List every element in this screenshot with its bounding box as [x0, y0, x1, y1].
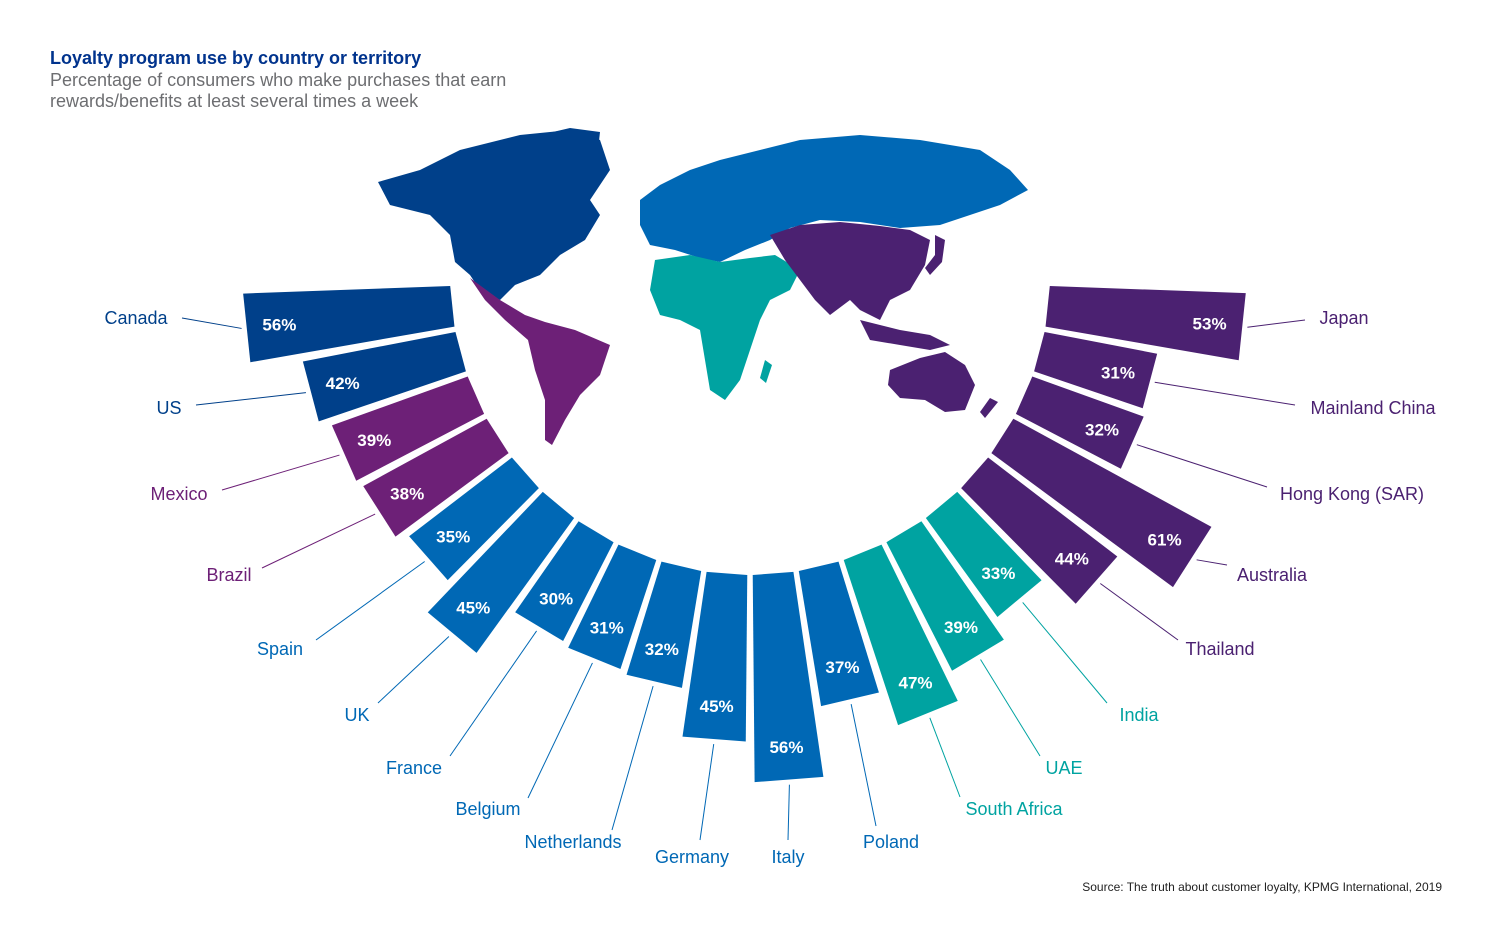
leader-line — [929, 717, 961, 798]
leader-line — [527, 662, 593, 799]
bar-hong-kong-sar — [1015, 376, 1144, 469]
leader-line — [261, 513, 376, 569]
bar-australia — [991, 418, 1212, 588]
bar-spain — [409, 457, 539, 581]
value-label: 56% — [262, 315, 296, 334]
value-label: 53% — [1193, 314, 1227, 333]
bar-india — [925, 491, 1042, 617]
leader-line — [315, 561, 425, 641]
category-label: India — [1119, 705, 1159, 725]
category-label: US — [156, 398, 181, 418]
category-label: Canada — [104, 308, 168, 328]
category-label: Belgium — [455, 799, 520, 819]
leader-line — [850, 704, 877, 827]
category-label: Mexico — [150, 484, 207, 504]
bar-mainland-china — [1034, 331, 1158, 409]
world-map — [378, 128, 1028, 445]
bar-uae — [886, 521, 1004, 671]
value-label: 45% — [700, 697, 734, 716]
value-label: 33% — [981, 564, 1015, 583]
category-label: Italy — [771, 847, 804, 867]
category-label: Hong Kong (SAR) — [1280, 484, 1424, 504]
category-label: Germany — [655, 847, 729, 867]
map-north-america — [378, 130, 610, 300]
value-label: 45% — [456, 598, 490, 617]
bar-japan — [1045, 285, 1246, 361]
leader-line — [980, 659, 1041, 757]
category-label: Mainland China — [1310, 398, 1436, 418]
leader-line — [1247, 319, 1306, 328]
map-greenland — [540, 128, 600, 162]
bar-belgium — [568, 544, 657, 669]
value-label: 32% — [645, 640, 679, 659]
value-label: 30% — [539, 589, 573, 608]
bar-us — [302, 331, 466, 422]
category-label: UK — [344, 705, 369, 725]
map-europe-russia — [640, 135, 1028, 262]
value-label: 61% — [1148, 530, 1182, 549]
leader-line — [377, 636, 450, 704]
map-africa-middle-east — [650, 255, 800, 400]
chart-subtitle: Percentage of consumers who make purchas… — [50, 70, 507, 111]
map-southeast-asia — [860, 320, 950, 350]
chart-source: Source: The truth about customer loyalty… — [1082, 880, 1442, 894]
leader-line — [1136, 444, 1268, 488]
map-japan — [925, 235, 945, 275]
category-label: Brazil — [206, 565, 251, 585]
value-label: 38% — [390, 485, 424, 504]
bar-france — [515, 521, 614, 642]
leader-line — [699, 744, 715, 841]
map-new-zealand — [980, 398, 998, 418]
category-label: Netherlands — [524, 832, 621, 852]
chart-title: Loyalty program use by country or territ… — [50, 48, 422, 68]
bar-netherlands — [626, 561, 702, 688]
bar-south-africa — [843, 544, 958, 726]
leader-line — [1196, 559, 1228, 566]
map-australia — [888, 352, 975, 412]
bar-poland — [798, 561, 879, 707]
category-label: South Africa — [965, 799, 1063, 819]
map-asia — [770, 222, 930, 320]
value-label: 39% — [357, 431, 391, 450]
value-label: 37% — [825, 658, 859, 677]
category-label: Poland — [863, 832, 919, 852]
category-label: France — [386, 758, 442, 778]
value-label: 31% — [1101, 364, 1135, 383]
leader-line — [195, 392, 306, 406]
value-label: 35% — [436, 527, 470, 546]
bar-italy — [752, 571, 824, 783]
value-label: 32% — [1085, 420, 1119, 439]
leader-line — [449, 630, 537, 757]
bar-canada — [243, 285, 455, 363]
value-label: 31% — [590, 619, 624, 638]
category-label: Japan — [1319, 308, 1368, 328]
bar-brazil — [363, 418, 509, 537]
value-label: 42% — [326, 374, 360, 393]
map-madagascar — [760, 360, 772, 383]
bar-mexico — [331, 376, 485, 481]
category-label: Spain — [257, 639, 303, 659]
category-label: Australia — [1237, 565, 1308, 585]
leader-line — [1100, 583, 1179, 641]
leader-line — [1154, 381, 1296, 406]
bar-uk — [427, 491, 575, 653]
leader-line — [611, 685, 654, 831]
value-label: 39% — [944, 618, 978, 637]
leader-line — [221, 454, 340, 491]
value-label: 47% — [899, 674, 933, 693]
leader-line — [787, 784, 790, 841]
value-label: 44% — [1055, 549, 1089, 568]
bar-germany — [682, 571, 748, 742]
leader-line — [1022, 602, 1108, 704]
category-label: Thailand — [1185, 639, 1254, 659]
leader-line — [181, 317, 242, 329]
category-label: UAE — [1045, 758, 1082, 778]
map-latin-america — [470, 278, 610, 445]
bar-thailand — [961, 457, 1118, 604]
value-label: 56% — [769, 738, 803, 757]
